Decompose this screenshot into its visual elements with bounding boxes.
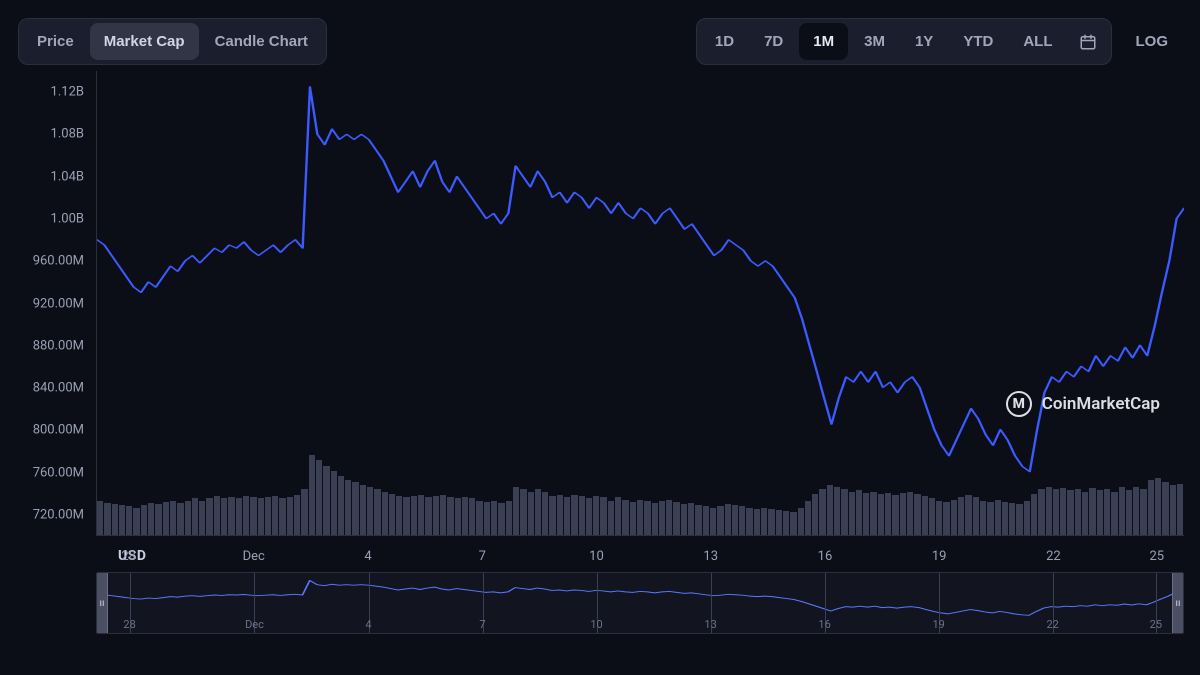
watermark: M CoinMarketCap xyxy=(1006,391,1160,417)
navigator-x-label: 16 xyxy=(818,618,830,631)
navigator-x-label: 10 xyxy=(590,618,602,631)
navigator-handle-left[interactable]: ıı xyxy=(97,573,108,633)
y-axis-label: 1.08B xyxy=(51,127,84,142)
x-axis-label: 16 xyxy=(818,549,833,564)
range-7d[interactable]: 7D xyxy=(750,23,797,60)
range-1d[interactable]: 1D xyxy=(701,23,748,60)
toolbar-right: 1D 7D 1M 3M 1Y YTD ALL LOG xyxy=(696,18,1182,65)
time-range-tabs: 1D 7D 1M 3M 1Y YTD ALL xyxy=(696,18,1112,65)
watermark-icon: M xyxy=(1006,391,1032,417)
navigator-x-label: 7 xyxy=(479,618,485,631)
y-axis: 1.12B 1.08B 1.04B 1.00B 960.00M 920.00M 880.00… xyxy=(8,71,90,566)
x-axis-label: 19 xyxy=(932,549,947,564)
calendar-icon xyxy=(1079,33,1097,51)
navigator-x-label: 25 xyxy=(1150,618,1162,631)
navigator-x-label: 28 xyxy=(123,618,135,631)
range-1y[interactable]: 1Y xyxy=(901,23,947,60)
toolbar: Price Market Cap Candle Chart 1D 7D 1M 3… xyxy=(8,18,1192,65)
range-1m[interactable]: 1M xyxy=(799,23,848,60)
navigator-x-label: 22 xyxy=(1046,618,1058,631)
y-axis-label: 880.00M xyxy=(33,338,84,353)
range-ytd[interactable]: YTD xyxy=(949,23,1007,60)
y-axis-label: 760.00M xyxy=(33,465,84,480)
y-axis-label: 720.00M xyxy=(33,507,84,522)
watermark-text: CoinMarketCap xyxy=(1042,394,1160,414)
navigator-line xyxy=(97,580,1183,615)
tab-market-cap[interactable]: Market Cap xyxy=(90,23,199,60)
x-axis-label: 25 xyxy=(1149,549,1164,564)
range-navigator[interactable]: ıı ıı 28 Dec 4 7 10 13 16 19 22 25 xyxy=(96,572,1184,634)
tab-price[interactable]: Price xyxy=(23,23,88,60)
range-all[interactable]: ALL xyxy=(1009,23,1066,60)
x-axis-label: 4 xyxy=(364,549,371,564)
x-axis: USD 28Dec47101316192225 xyxy=(96,540,1184,566)
y-axis-label: 800.00M xyxy=(33,423,84,438)
range-3m[interactable]: 3M xyxy=(850,23,899,60)
chart-root: Price Market Cap Candle Chart 1D 7D 1M 3… xyxy=(0,0,1200,675)
navigator-x-label: 13 xyxy=(704,618,716,631)
tab-candle-chart[interactable]: Candle Chart xyxy=(201,23,322,60)
y-axis-label: 1.04B xyxy=(51,169,84,184)
y-axis-label: 1.12B xyxy=(51,85,84,100)
chart-type-tabs: Price Market Cap Candle Chart xyxy=(18,18,327,65)
line-svg xyxy=(97,71,1184,535)
x-axis-label: Dec xyxy=(243,549,265,564)
x-axis-label: 28 xyxy=(121,549,136,564)
date-picker-button[interactable] xyxy=(1069,25,1107,59)
log-scale-toggle[interactable]: LOG xyxy=(1122,23,1183,60)
navigator-x-label: Dec xyxy=(245,618,264,631)
x-axis-label: 10 xyxy=(589,549,604,564)
navigator-x-label: 19 xyxy=(932,618,944,631)
x-axis-label: 22 xyxy=(1046,549,1061,564)
navigator-handle-right[interactable]: ıı xyxy=(1172,573,1183,633)
main-chart: 1.12B 1.08B 1.04B 1.00B 960.00M 920.00M 880.00… xyxy=(8,71,1192,566)
x-axis-label: 7 xyxy=(479,549,486,564)
x-axis-label: 13 xyxy=(703,549,718,564)
y-axis-label: 960.00M xyxy=(33,254,84,269)
y-axis-label: 920.00M xyxy=(33,296,84,311)
navigator-x-label: 4 xyxy=(365,618,371,631)
y-axis-label: 840.00M xyxy=(33,381,84,396)
plot-area[interactable]: M CoinMarketCap xyxy=(96,71,1184,536)
y-axis-label: 1.00B xyxy=(51,211,84,226)
